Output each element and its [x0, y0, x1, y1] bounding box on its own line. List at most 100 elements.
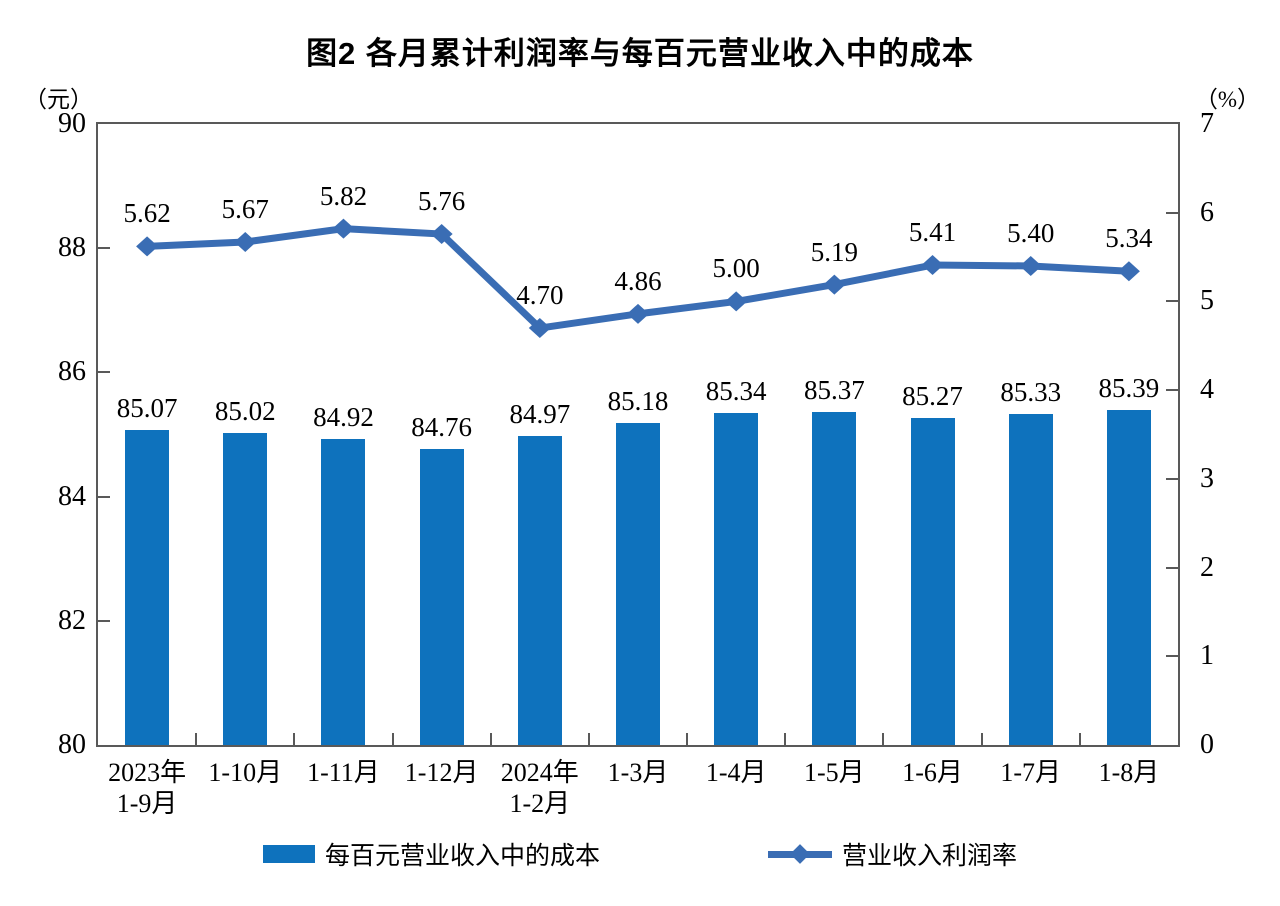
bar-value-label: 84.76 [411, 412, 472, 443]
left-axis-tick-label: 86 [58, 356, 86, 388]
line-value-label: 5.34 [1105, 223, 1153, 254]
x-axis-tick-mark [882, 733, 885, 745]
line-value-label: 5.00 [712, 253, 760, 284]
cost-bar [714, 413, 759, 745]
legend-label-profit: 营业收入利润率 [842, 843, 1018, 870]
left-axis-tick-mark [98, 247, 110, 250]
left-axis-tick-label: 84 [58, 480, 86, 512]
legend: 每百元营业收入中的成本 营业收入利润率 [0, 836, 1280, 872]
bar-value-label: 85.18 [607, 386, 669, 417]
legend-item-profit-line: 营业收入利润率 [768, 836, 1017, 872]
bar-value-label: 85.02 [214, 396, 276, 427]
x-axis-label: 1-11月 [307, 758, 380, 787]
bar-value-label: 85.39 [1098, 373, 1160, 404]
x-axis-tick-mark [686, 733, 689, 745]
right-axis-tick-label: 3 [1200, 462, 1214, 494]
right-axis-tick-label: 7 [1200, 108, 1214, 139]
right-axis-tick-label: 2 [1200, 551, 1214, 583]
line-value-label: 5.76 [418, 186, 466, 216]
left-axis-tick-mark [98, 371, 110, 374]
right-axis-tick-mark [1166, 655, 1178, 658]
right-axis-tick-label: 5 [1200, 285, 1214, 317]
right-axis-tick-mark [1166, 566, 1178, 569]
line-marker [725, 291, 748, 312]
line-value-label: 5.67 [221, 193, 269, 224]
right-axis-tick-label: 0 [1200, 729, 1214, 760]
left-axis-tick-label: 80 [58, 729, 86, 760]
cost-bar [517, 436, 562, 745]
x-axis-tick-mark [195, 733, 198, 745]
line-marker [1019, 255, 1042, 276]
right-axis-tick-mark [1166, 477, 1178, 480]
bar-value-label: 85.34 [705, 376, 767, 407]
left-axis-tick-label: 90 [58, 108, 86, 139]
line-value-label: 5.82 [319, 180, 368, 211]
line-marker [136, 236, 159, 257]
cost-bar [223, 433, 268, 745]
x-axis-tick-mark [489, 733, 492, 745]
x-axis-label: 1-10月 [208, 758, 283, 787]
line-value-label: 4.86 [614, 265, 662, 296]
x-axis-label: 1-5月 [804, 758, 865, 787]
line-value-label: 5.40 [1007, 217, 1055, 248]
cost-bar [616, 423, 660, 745]
line-marker [430, 224, 453, 245]
cost-bar [321, 439, 366, 745]
x-axis-tick-mark [784, 733, 787, 745]
cost-bar [910, 417, 955, 745]
line-marker [627, 303, 649, 324]
line-value-label: 4.70 [516, 280, 564, 311]
legend-label-cost: 每百元营业收入中的成本 [325, 843, 601, 870]
line-marker [1117, 261, 1140, 282]
right-axis-tick-mark [1166, 300, 1178, 303]
line-marker [823, 274, 846, 295]
x-axis-label: 1-4月 [705, 758, 767, 787]
cost-bar [1106, 410, 1151, 745]
right-axis-tick-label: 4 [1200, 374, 1214, 406]
x-axis-label: 1-12月 [404, 758, 479, 787]
x-axis-tick-mark [293, 733, 296, 745]
line-series-swatch [768, 844, 832, 864]
x-axis-label: 1-6月 [902, 758, 963, 787]
left-axis-tick-label: 88 [58, 232, 86, 264]
line-value-label: 5.62 [123, 198, 171, 229]
cost-bar [419, 449, 464, 745]
right-axis-tick-label: 6 [1200, 196, 1214, 228]
bar-value-label: 85.33 [1000, 377, 1062, 407]
profit-rate-line-layer [136, 218, 1140, 339]
line-marker [921, 255, 944, 276]
bar-value-label: 84.97 [509, 399, 571, 430]
left-axis-tick-mark [98, 619, 110, 622]
x-axis-label: 1-7月 [1000, 758, 1062, 787]
left-axis-tick-label: 82 [58, 604, 86, 636]
x-axis-tick-mark [1078, 733, 1081, 745]
legend-item-cost-bars: 每百元营业收入中的成本 [263, 836, 600, 872]
line-marker [528, 318, 551, 339]
bar-value-label: 85.07 [116, 393, 178, 424]
line-value-label: 5.41 [908, 217, 957, 248]
x-axis-label: 2023年 1-9月 [108, 758, 187, 818]
left-axis-tick-mark [98, 495, 110, 498]
plot-area: 85.07 85.02 84.92 84.76 84.97 85.18 85.34 85.37… [96, 122, 1180, 747]
line-value-label: 5.19 [810, 236, 858, 267]
right-axis-tick-mark [1166, 211, 1178, 214]
left-axis-unit-label: （元） [24, 87, 93, 112]
cost-bar [812, 411, 857, 745]
right-axis-tick-mark [1166, 389, 1178, 392]
x-axis-tick-mark [391, 733, 394, 745]
x-axis-label: 1-8月 [1098, 758, 1160, 787]
bar-series-swatch [263, 845, 315, 863]
right-axis-unit-label: （%） [1194, 87, 1260, 112]
line-marker [332, 218, 355, 239]
bar-value-label: 85.37 [803, 374, 865, 405]
cost-bar [125, 430, 170, 745]
x-axis-label: 1-3月 [607, 758, 669, 787]
bar-value-label: 85.27 [902, 380, 963, 411]
right-axis-tick-label: 1 [1200, 640, 1214, 672]
diamond-marker-icon [790, 844, 810, 864]
chart-title: 图2 各月累计利润率与每百元营业收入中的成本 [306, 36, 974, 71]
cost-bar [1008, 414, 1053, 745]
bar-value-label: 84.92 [313, 402, 374, 433]
x-axis-tick-mark [587, 733, 590, 745]
x-axis-tick-mark [980, 733, 983, 745]
